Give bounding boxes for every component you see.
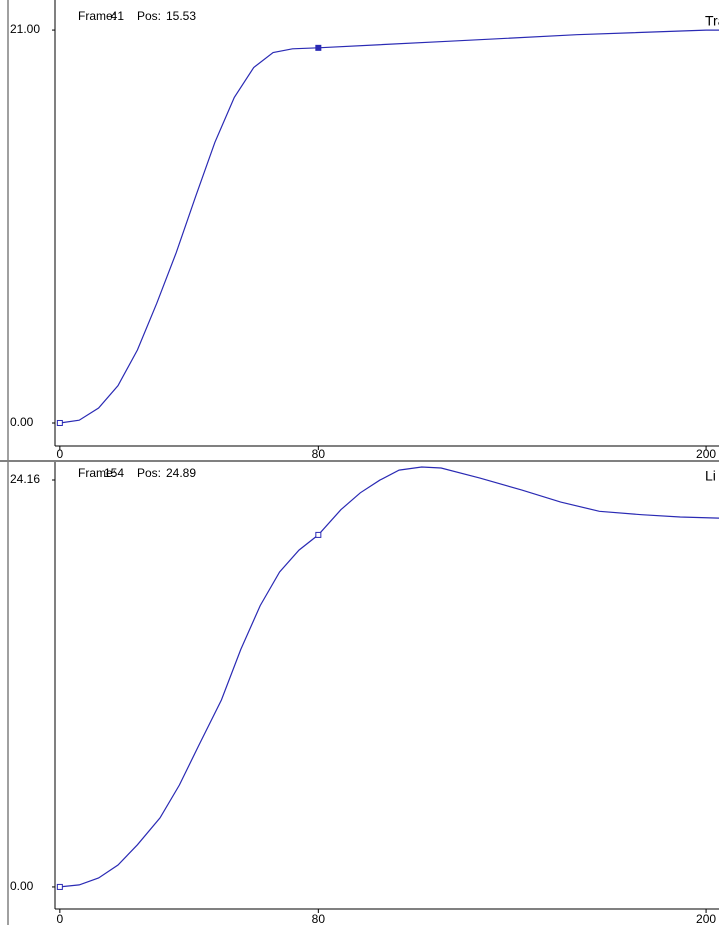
frame-label: Frame:	[78, 9, 116, 23]
curve-panel: 0.00 21.00 0 80 200 Frame:41 Pos: 15.53 Track	[7, 0, 719, 461]
x-tick-label: 0	[57, 912, 64, 925]
key-marker	[56, 883, 63, 890]
curve-panel: 0.00 24.16 0 80 200 Frame:154 Pos: 24.89 Li	[7, 462, 719, 925]
panel-divider	[0, 460, 719, 462]
track-title: Li	[705, 468, 716, 484]
curve	[59, 466, 719, 888]
x-tick-label: 80	[312, 447, 326, 461]
key-marker	[315, 44, 322, 51]
curve	[59, 29, 719, 424]
y-tick-label: 0.00	[10, 415, 34, 429]
y-tick-label: 21.00	[10, 22, 40, 36]
x-tick-label: 200	[696, 912, 716, 925]
key-marker	[315, 531, 322, 538]
x-tick-label: 80	[312, 912, 326, 925]
pos-value: 24.89	[166, 466, 196, 480]
frame-value: 41	[111, 9, 125, 23]
pos-value: 15.53	[166, 9, 196, 23]
pos-label: Pos:	[137, 466, 161, 480]
y-tick-label: 0.00	[10, 879, 34, 893]
frame-label: Frame:	[78, 466, 116, 480]
x-tick-label: 200	[696, 447, 716, 461]
frame-value: 154	[104, 466, 124, 480]
y-tick-label: 24.16	[10, 472, 40, 486]
pos-label: Pos:	[137, 9, 161, 23]
track-title: Track	[705, 13, 719, 29]
key-marker	[56, 419, 63, 426]
x-tick-label: 0	[57, 447, 64, 461]
